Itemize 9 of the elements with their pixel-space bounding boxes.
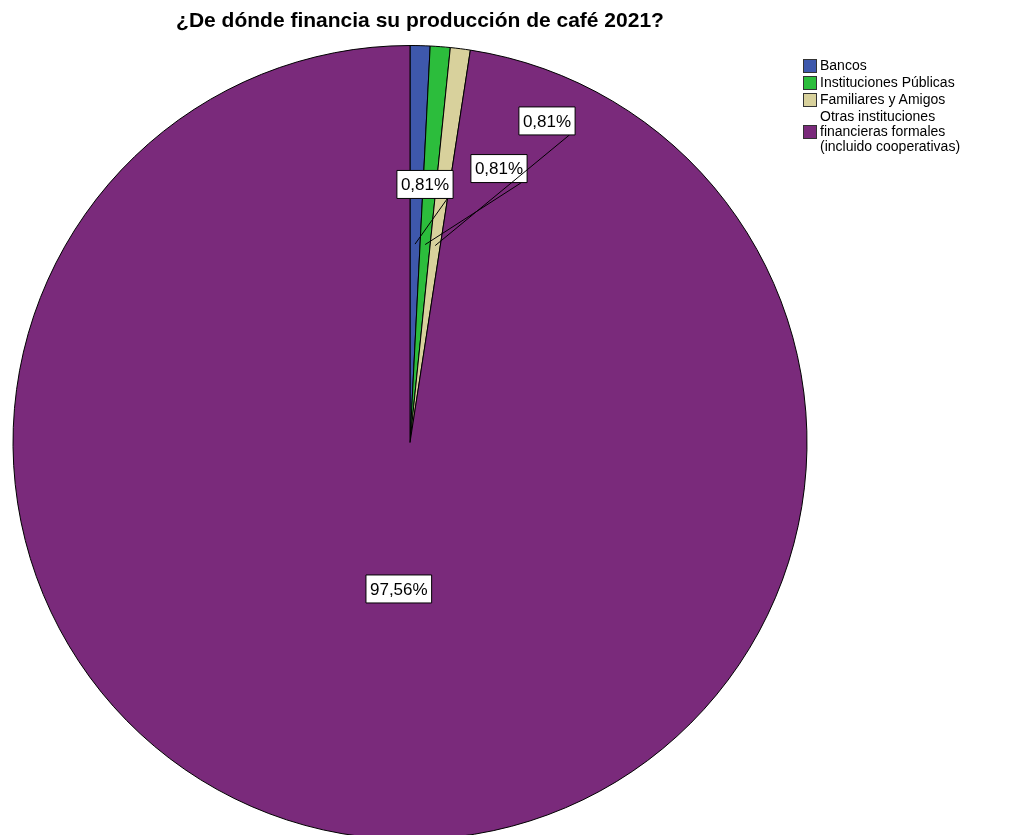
data-label: 97,56% (369, 579, 428, 599)
legend-label: Bancos (820, 57, 868, 73)
chart-title: ¿De dónde financia su producción de café 2021? (175, 8, 665, 32)
data-label: 0,81% (474, 159, 524, 179)
slice-label: Otras instituciones financieras formales (incluido cooperativas) (820, 108, 962, 154)
data-label: 0,81% (400, 175, 450, 195)
legend-label: Instituciones Públicas (820, 74, 956, 90)
legend-label: Familiares y Amigos (820, 91, 947, 107)
data-label: 0,81% (522, 111, 572, 131)
